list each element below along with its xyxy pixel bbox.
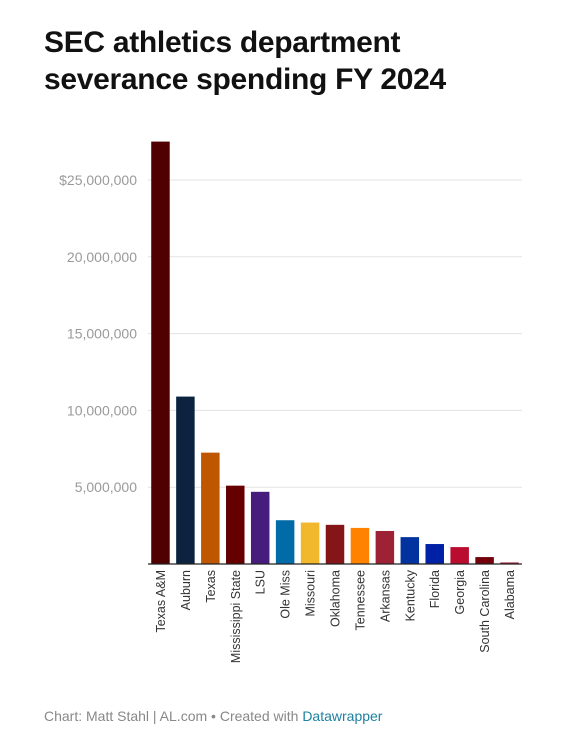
bar — [375, 530, 395, 564]
x-tick-label: LSU — [254, 570, 268, 594]
bars — [151, 141, 519, 564]
x-tick-label: Texas A&M — [154, 570, 168, 633]
x-tick-label: Missouri — [304, 570, 318, 617]
x-tick-label: Kentucky — [403, 569, 417, 621]
bar — [226, 485, 245, 564]
bar — [176, 396, 195, 564]
chart-footer: Chart: Matt Stahl | AL.com • Created wit… — [44, 708, 382, 724]
bar — [151, 141, 170, 564]
x-tick-label: Texas — [204, 570, 218, 603]
bar — [350, 527, 370, 564]
bar — [400, 537, 420, 564]
gridlines — [148, 179, 522, 488]
bar — [500, 562, 519, 564]
x-tick-label: Auburn — [179, 570, 193, 610]
bar — [425, 544, 444, 564]
y-axis-labels: 5,000,000 10,000,000 15,000,000 20,000,000 $… — [59, 172, 137, 495]
bar — [475, 557, 494, 564]
x-axis-labels: Texas A&M Auburn Texas Mississippi State LSU… — [154, 569, 517, 663]
y-tick-label: 5,000,000 — [75, 479, 137, 495]
x-tick-label: Ole Miss — [279, 570, 293, 619]
y-tick-label: 15,000,000 — [67, 326, 137, 342]
x-tick-label: Mississippi State — [229, 570, 243, 663]
bar — [275, 520, 295, 564]
x-tick-label: South Carolina — [478, 570, 492, 653]
x-tick-label: Georgia — [453, 570, 467, 615]
y-tick-label: 20,000,000 — [67, 249, 137, 265]
bar — [250, 491, 270, 564]
footer-credit: Chart: Matt Stahl | AL.com • Created wit… — [44, 708, 303, 724]
y-tick-label: 10,000,000 — [67, 402, 137, 418]
x-tick-label: Alabama — [503, 570, 517, 619]
chart-title: SEC athletics department severance spend… — [44, 26, 446, 96]
bar — [201, 452, 220, 564]
bar — [300, 522, 320, 564]
bar — [450, 547, 469, 564]
x-tick-label: Florida — [428, 570, 442, 608]
datawrapper-link[interactable]: Datawrapper — [302, 708, 383, 724]
bar — [325, 524, 345, 564]
y-tick-label: $25,000,000 — [59, 172, 137, 188]
bar-chart: 5,000,000 10,000,000 15,000,000 20,000,000 $… — [59, 141, 522, 663]
x-tick-label: Tennessee — [353, 570, 367, 631]
x-tick-label: Oklahoma — [329, 570, 343, 627]
x-tick-label: Arkansas — [378, 570, 392, 622]
